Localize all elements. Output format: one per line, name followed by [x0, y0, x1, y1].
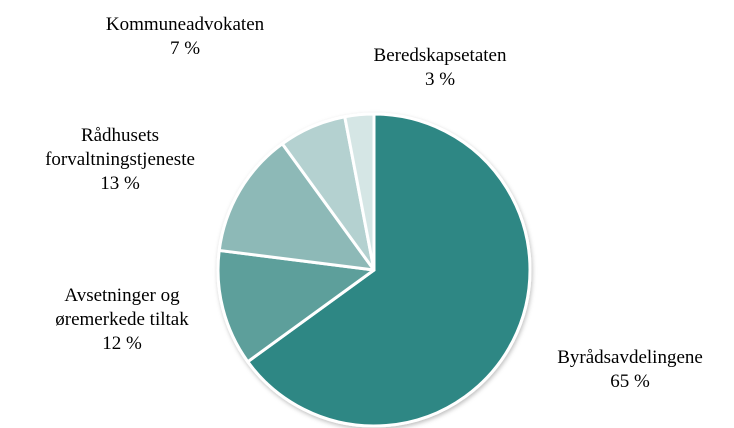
value-label: 13 % [100, 173, 140, 194]
slice-label: Beredskapsetaten 3 % [374, 44, 507, 92]
value-label: 65 % [610, 371, 650, 392]
slice-label: Avsetninger og øremerkede tiltak 12 % [35, 284, 210, 356]
slices [216, 112, 532, 428]
slice-label: Rådhusets forvaltningstjeneste 13 % [13, 124, 228, 196]
slice-label: Kommuneadvokaten 7 % [106, 13, 264, 61]
category-name: Beredskapsetaten [373, 45, 507, 66]
category-name: Avsetninger og øremerkede tiltak [55, 285, 189, 330]
category-name: Kommuneadvokaten [105, 14, 265, 35]
slice-label: Byrådsavdelingene 65 % [557, 346, 703, 394]
value-label: 7 % [169, 38, 201, 59]
pie-slice [216, 248, 376, 364]
value-label: 12 % [102, 333, 142, 354]
category-name: Rådhusets forvaltningstjeneste [45, 125, 195, 170]
category-name: Byrådsavdelingene [557, 347, 703, 368]
pie-slice [217, 142, 376, 272]
value-label: 3 % [424, 69, 456, 90]
pie-slice [343, 112, 376, 272]
pie-slice [246, 112, 532, 428]
